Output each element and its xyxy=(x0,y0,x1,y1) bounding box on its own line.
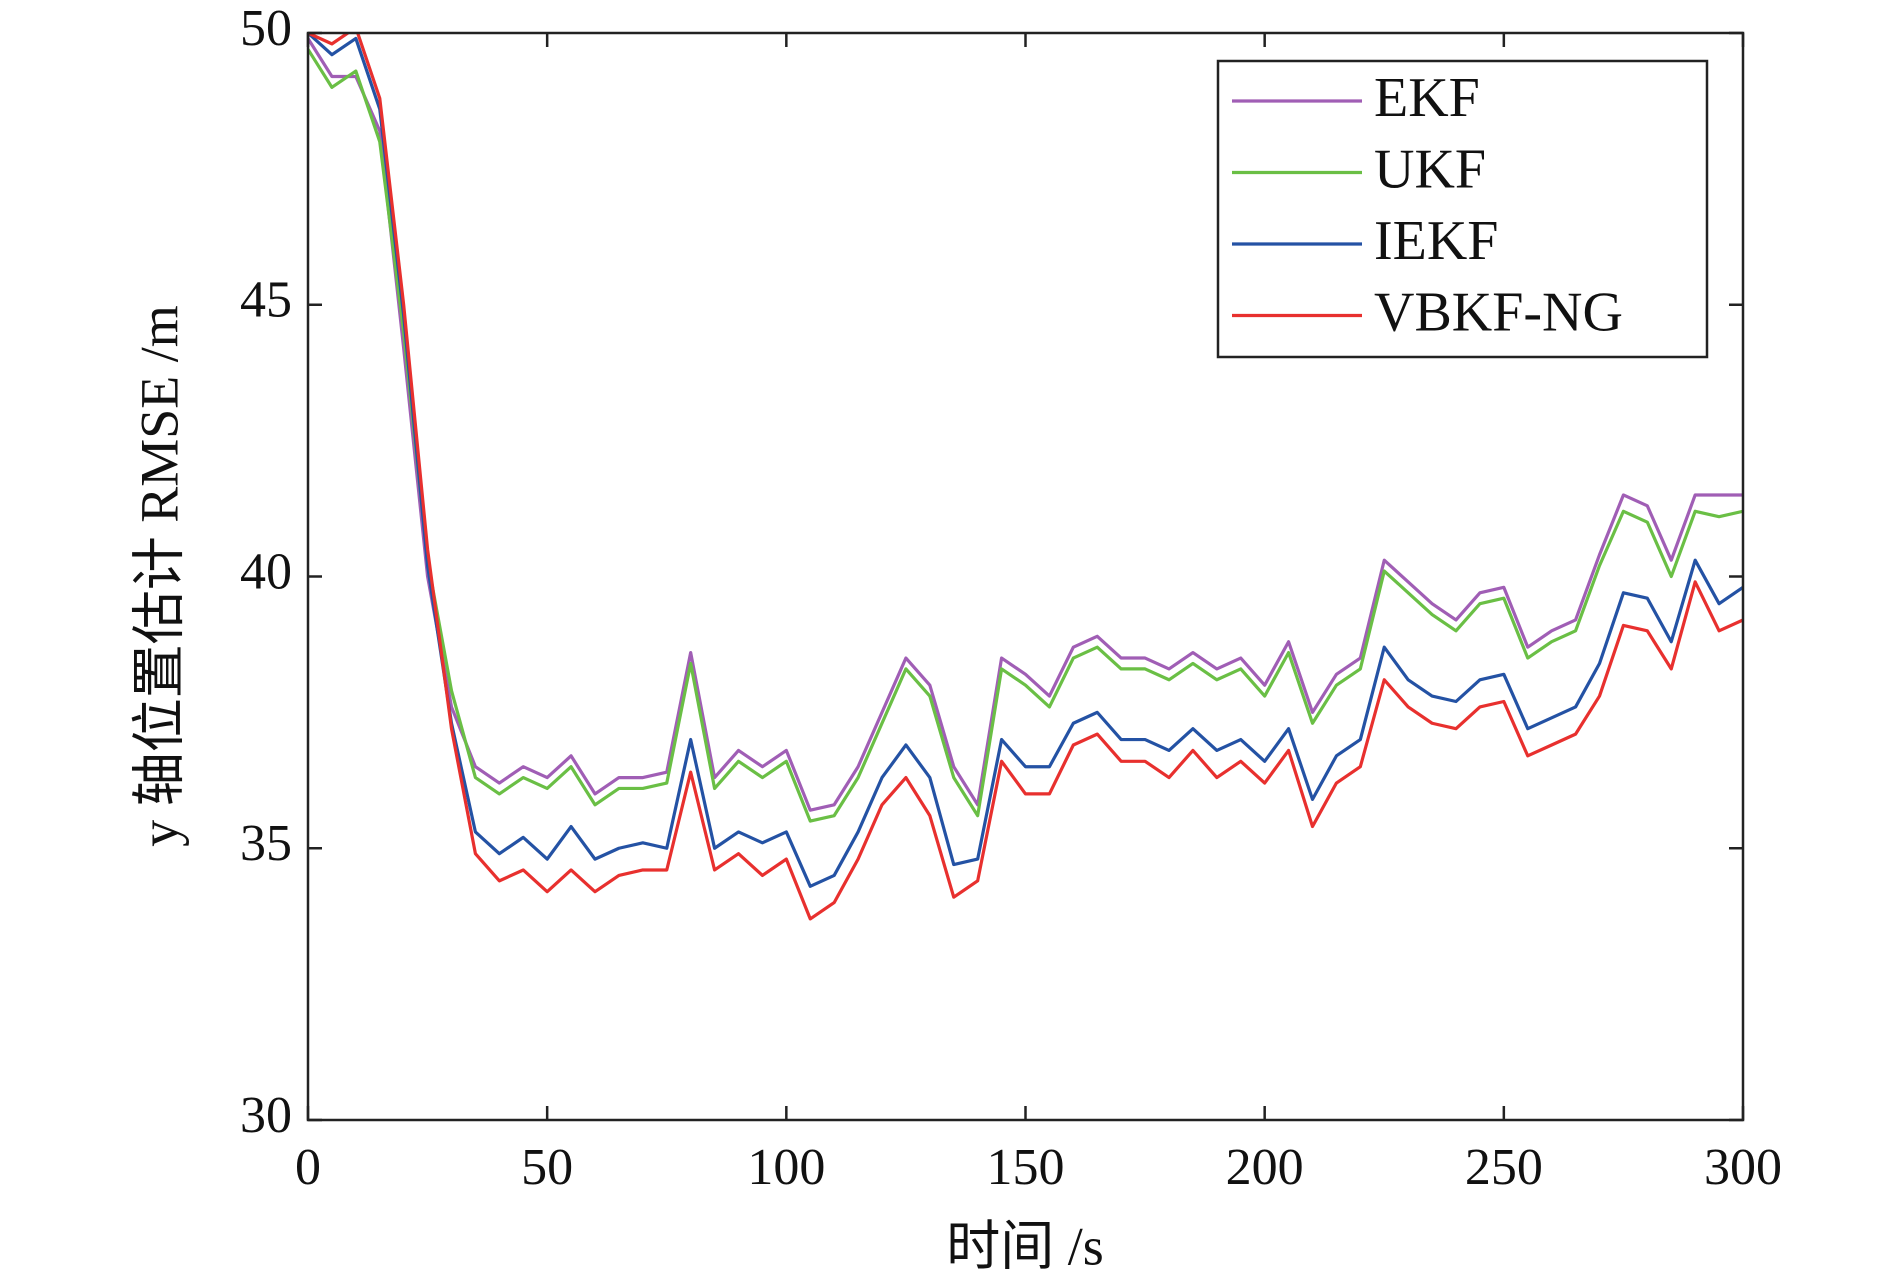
x-tick-label: 200 xyxy=(1226,1139,1304,1196)
y-tick-label: 30 xyxy=(240,1087,292,1144)
x-tick-label: 150 xyxy=(987,1139,1065,1196)
x-tick-label: 250 xyxy=(1465,1139,1543,1196)
legend-label: UKF xyxy=(1374,138,1486,200)
y-tick-label: 35 xyxy=(240,815,292,872)
legend-label: VBKF-NG xyxy=(1374,281,1623,343)
x-tick-label: 50 xyxy=(521,1139,573,1196)
y-tick-label: 50 xyxy=(240,0,292,57)
x-tick-label: 100 xyxy=(747,1139,825,1196)
legend-label: EKF xyxy=(1374,67,1480,129)
y-axis-label: y 轴位置估计 RMSE /m xyxy=(129,305,189,847)
series-line xyxy=(308,37,1743,812)
plot-lines xyxy=(308,33,1743,921)
series-line xyxy=(308,48,1743,823)
x-tick-label: 300 xyxy=(1704,1139,1782,1196)
series-line xyxy=(308,33,1743,888)
series-line xyxy=(308,33,1743,921)
legend-box xyxy=(1216,59,1709,359)
x-tick-label: 0 xyxy=(295,1139,321,1196)
y-tick-label: 40 xyxy=(240,543,292,600)
y-tick-label: 45 xyxy=(240,272,292,329)
x-axis-label: 时间 /s xyxy=(946,1216,1104,1276)
legend-label: IEKF xyxy=(1374,210,1498,272)
